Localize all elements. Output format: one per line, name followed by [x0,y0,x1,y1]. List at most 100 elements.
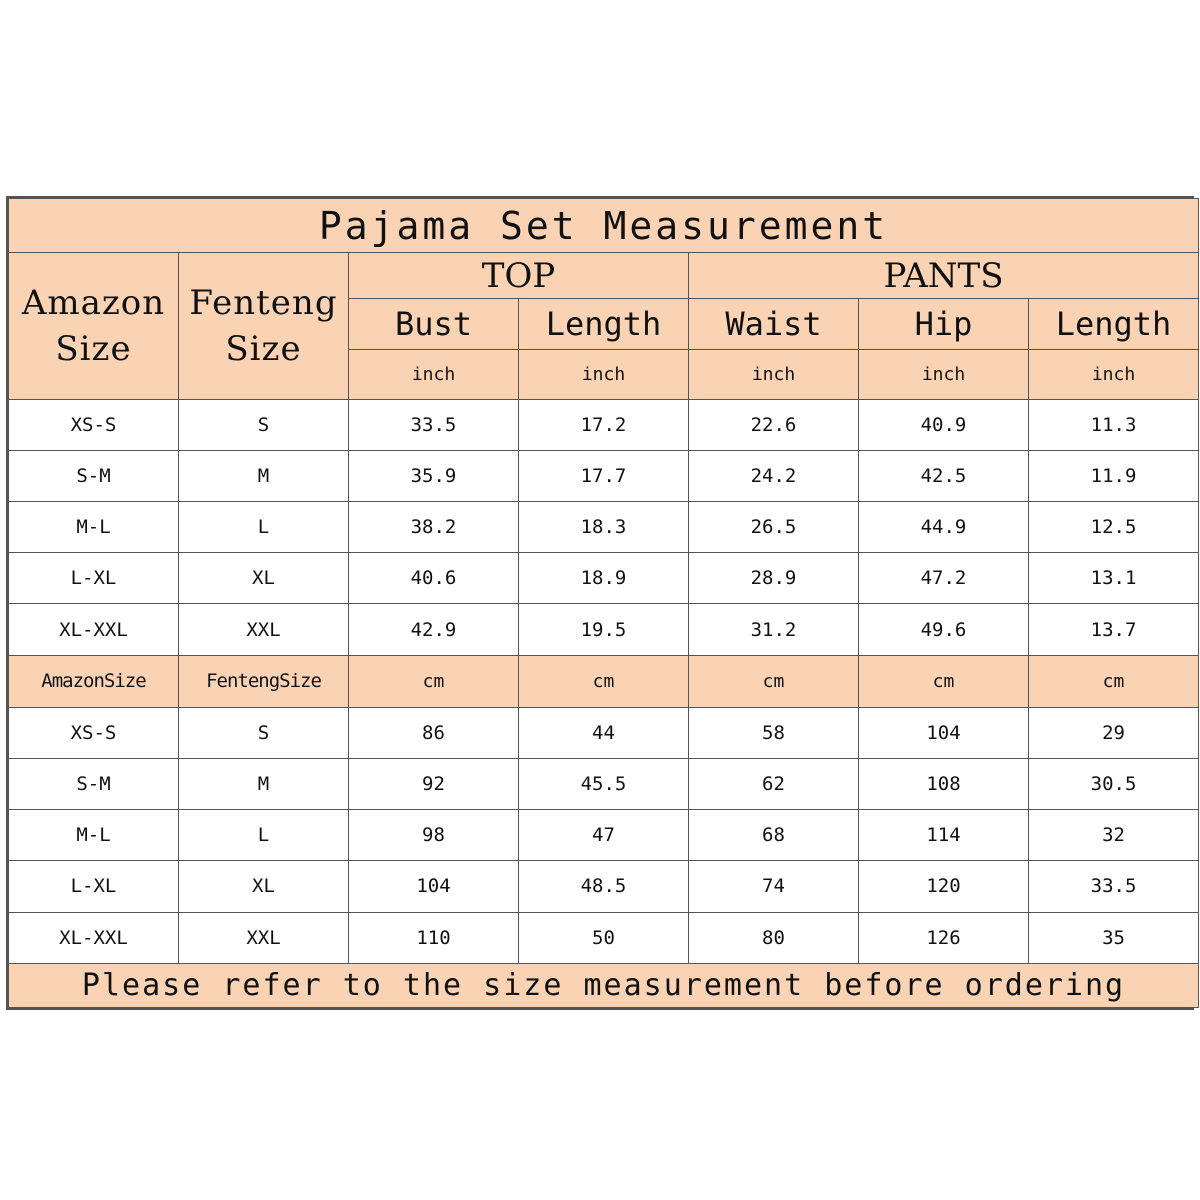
table-row: L-XL XL 104 48.5 74 120 33.5 [8,860,1200,913]
top-length-header: Length [518,298,689,350]
footer-note: Please refer to the size measurement bef… [7,962,1200,1009]
table-cell: 11.9 [1027,449,1200,503]
table-cell: 33.5 [1027,860,1200,913]
table-cell: 12.5 [1027,501,1200,554]
table-cell: 32 [1027,809,1200,862]
table-cell: XS-S [8,398,179,451]
table-row: S-M M 35.9 17.7 24.2 42.5 11.9 [8,449,1200,503]
unit-label: cm [518,654,689,708]
table-row: XS-S S 33.5 17.2 22.6 40.9 11.3 [8,398,1200,451]
table-cell: 104 [348,860,519,913]
table-cell: 110 [348,911,519,964]
cm-header-row: AmazonSize FentengSize cm cm cm cm cm [8,654,1200,708]
amazon-size-compact-header: AmazonSize [8,654,179,708]
table-cell: 49.6 [858,603,1029,656]
table-cell: 42.5 [858,449,1029,503]
table-cell: 40.9 [858,398,1029,451]
table-cell: 74 [688,860,859,913]
pants-group-header: PANTS [687,252,1200,300]
unit-label: cm [348,654,519,708]
table-cell: XXL [178,603,349,656]
table-cell: 29 [1027,706,1200,760]
table-cell: 24.2 [688,449,859,503]
table-cell: 38.2 [348,501,519,554]
table-row: M-L L 98 47 68 114 32 [8,809,1200,862]
table-cell: 22.6 [688,398,859,451]
waist-header: Waist [688,298,859,350]
table-cell: 114 [858,809,1029,862]
table-cell: 33.5 [348,398,519,451]
table-cell: 26.5 [688,501,859,554]
fenteng-size-compact-header: FentengSize [178,654,349,708]
amazon-size-header: Amazon Size [8,252,179,400]
table-cell: 17.2 [518,398,689,451]
table-cell: XL-XXL [8,911,179,964]
pants-length-header: Length [1027,298,1200,350]
table-cell: 28.9 [688,552,859,605]
top-group-header: TOP [348,252,689,300]
table-row: XL-XXL XXL 42.9 19.5 31.2 49.6 13.7 [8,603,1200,656]
table-cell: 48.5 [518,860,689,913]
table-cell: 44.9 [858,501,1029,554]
table-cell: M [178,449,349,503]
table-cell: M-L [8,501,179,554]
table-cell: 42.9 [348,603,519,656]
table-cell: 104 [858,706,1029,760]
table-cell: 35.9 [348,449,519,503]
table-cell: S [178,706,349,760]
unit-label: cm [1027,654,1200,708]
table-cell: L [178,809,349,862]
hip-header: Hip [858,298,1029,350]
table-cell: 11.3 [1027,398,1200,451]
table-cell: 44 [518,706,689,760]
table-cell: 13.7 [1027,603,1200,656]
table-cell: 47.2 [858,552,1029,605]
unit-label: cm [688,654,859,708]
table-cell: M-L [8,809,179,862]
table-cell: S [178,398,349,451]
table-row: S-M M 92 45.5 62 108 30.5 [8,757,1200,811]
table-cell: 50 [518,911,689,964]
table-cell: 92 [348,757,519,811]
table-cell: XS-S [8,706,179,760]
table-cell: S-M [8,449,179,503]
table-cell: XL-XXL [8,603,179,656]
table-row: M-L L 38.2 18.3 26.5 44.9 12.5 [8,501,1200,554]
size-table: Pajama Set Measurement Amazon Size Fente… [7,197,1200,1009]
table-cell: 120 [858,860,1029,913]
unit-label: inch [518,348,689,400]
table-cell: 31.2 [688,603,859,656]
unit-label: inch [1027,348,1200,400]
table-cell: XXL [178,911,349,964]
table-row: XS-S S 86 44 58 104 29 [8,706,1200,760]
table-cell: L-XL [8,860,179,913]
table-cell: 45.5 [518,757,689,811]
table-cell: 86 [348,706,519,760]
table-cell: 17.7 [518,449,689,503]
table-cell: 13.1 [1027,552,1200,605]
unit-label: inch [858,348,1029,400]
table-cell: 18.9 [518,552,689,605]
table-cell: 126 [858,911,1029,964]
table-row: XL-XXL XXL 110 50 80 126 35 [8,911,1200,964]
table-cell: M [178,757,349,811]
table-cell: 18.3 [518,501,689,554]
table-cell: L-XL [8,552,179,605]
table-cell: 47 [518,809,689,862]
fenteng-size-header: Fenteng Size [178,252,349,400]
unit-label: cm [858,654,1029,708]
table-cell: 98 [348,809,519,862]
table-cell: 30.5 [1027,757,1200,811]
table-cell: XL [178,860,349,913]
table-cell: 40.6 [348,552,519,605]
table-cell: 62 [688,757,859,811]
unit-label: inch [688,348,859,400]
table-cell: 80 [688,911,859,964]
bust-header: Bust [348,298,519,350]
table-cell: L [178,501,349,554]
table-cell: 108 [858,757,1029,811]
table-row: L-XL XL 40.6 18.9 28.9 47.2 13.1 [8,552,1200,605]
table-cell: 68 [688,809,859,862]
table-cell: XL [178,552,349,605]
chart-title: Pajama Set Measurement [7,197,1200,254]
